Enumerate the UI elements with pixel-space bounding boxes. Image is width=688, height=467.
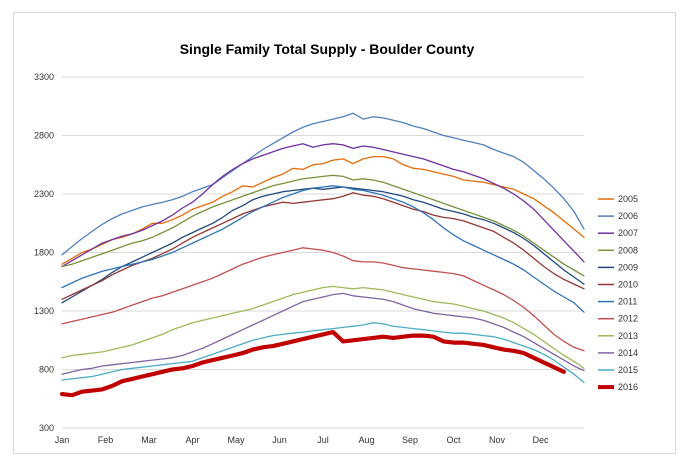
x-tick-label: Feb [98, 435, 114, 445]
y-axis: 300 800 1300 1800 2300 2800 3300 [34, 72, 54, 433]
series-line-2008 [61, 174, 585, 277]
y-tick-label: 1300 [34, 306, 54, 316]
x-tick-label: Nov [489, 435, 506, 445]
y-tick-label: 3300 [34, 72, 54, 82]
x-tick-label: Jan [55, 435, 70, 445]
legend-label-2010: 2010 [618, 280, 638, 290]
legend-label-2008: 2008 [618, 245, 638, 255]
legend-label-2013: 2013 [618, 331, 638, 341]
gridlines [62, 76, 584, 429]
series-line-2010 [61, 192, 585, 300]
legend-label-2011: 2011 [618, 297, 637, 307]
y-tick-label: 300 [39, 423, 54, 433]
series-line-2015 [61, 322, 585, 384]
chart-title: Single Family Total Supply - Boulder Cou… [180, 41, 475, 57]
legend-label-2012: 2012 [618, 314, 638, 324]
x-tick-label: Sep [402, 435, 418, 445]
y-tick-label: 1800 [34, 248, 54, 258]
legend-label-2005: 2005 [618, 194, 638, 204]
legend-label-2009: 2009 [618, 262, 638, 272]
series-line-2013 [61, 285, 585, 369]
legend-label-2016: 2016 [618, 382, 638, 392]
x-tick-label: Aug [358, 435, 374, 445]
x-tick-label: Jul [317, 435, 329, 445]
series-line-2009 [61, 186, 585, 304]
x-tick-label: Apr [185, 435, 199, 445]
x-tick-label: Dec [532, 435, 549, 445]
series-lines [59, 112, 585, 398]
y-tick-label: 2800 [34, 131, 54, 141]
y-tick-label: 2300 [34, 189, 54, 199]
x-tick-label: May [227, 435, 245, 445]
y-tick-label: 800 [39, 365, 54, 375]
series-line-2006 [61, 112, 585, 256]
series-line-2011 [61, 185, 585, 313]
series-line-2007 [61, 143, 585, 268]
legend-label-2007: 2007 [618, 228, 638, 238]
series-line-2005 [61, 155, 585, 265]
x-axis: Jan Feb Mar Apr May Jun Jul Aug Sep Oct Nov Dec [55, 435, 549, 445]
legend: 2005 2006 2007 2008 2009 2010 2011 2012 2013 2014… [598, 194, 638, 392]
legend-label-2015: 2015 [618, 365, 638, 375]
series-line-2012 [61, 247, 585, 352]
series-line-2014 [61, 292, 585, 375]
legend-label-2014: 2014 [618, 348, 638, 358]
x-tick-label: Jun [272, 435, 287, 445]
x-tick-label: Oct [446, 435, 461, 445]
x-tick-label: Mar [141, 435, 157, 445]
legend-label-2006: 2006 [618, 211, 638, 221]
series-line-2016 [59, 330, 567, 398]
